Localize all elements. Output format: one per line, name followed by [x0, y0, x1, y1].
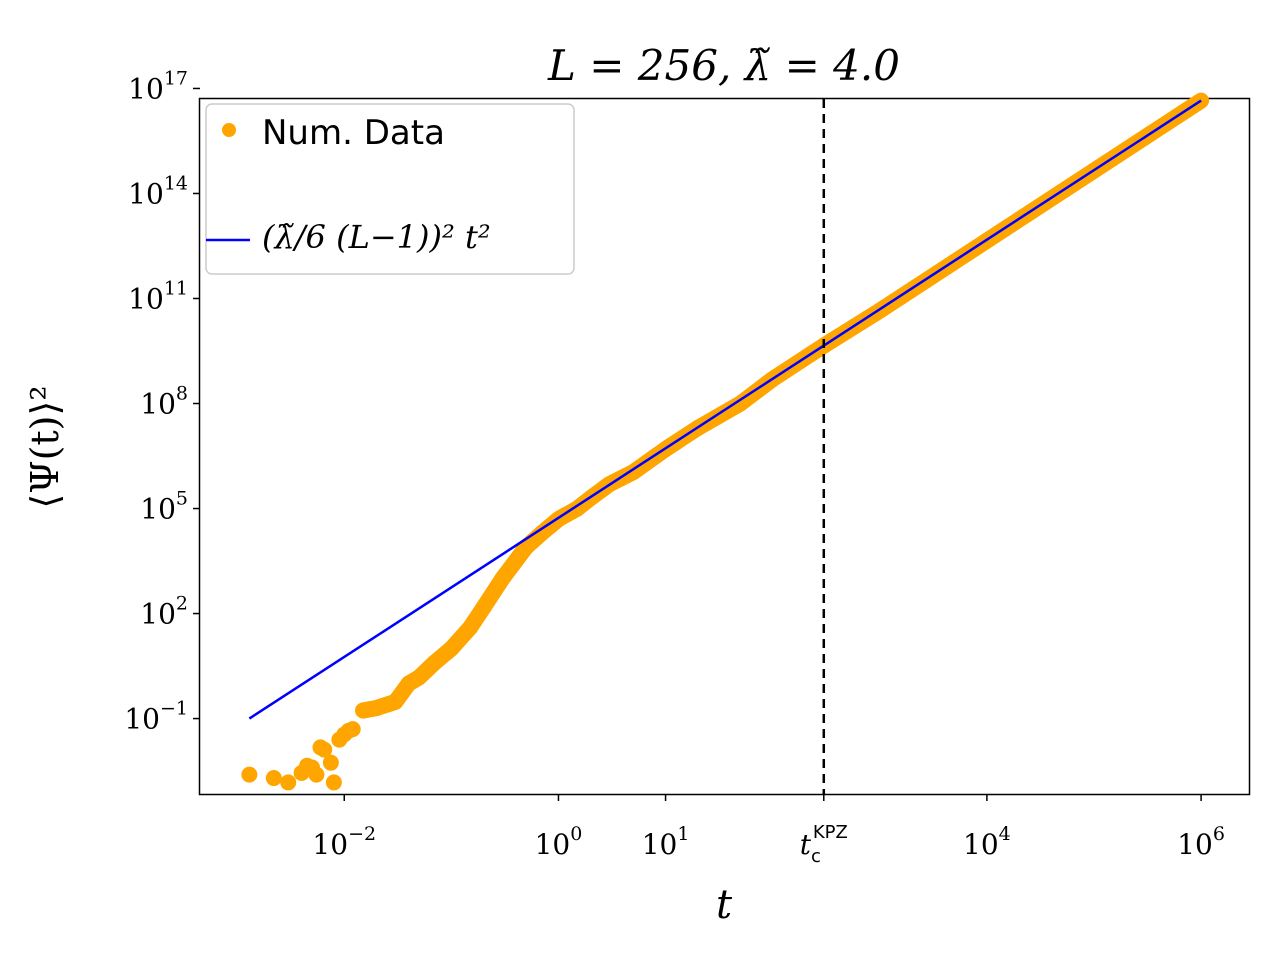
x-tick-label: 104 [963, 823, 1011, 861]
data-point [316, 741, 333, 758]
legend-marker-num-data [222, 123, 236, 137]
legend: Num. Data (λ̃/6 (L−1))² t² [205, 103, 575, 275]
data-point [325, 774, 342, 791]
data-point [344, 721, 361, 738]
data-point [322, 754, 339, 771]
y-tick-label: 105 [140, 488, 188, 526]
x-tick-label: 106 [1177, 823, 1225, 861]
x-tick-label-tc: tcKPZ [800, 822, 848, 867]
plot-marks [241, 92, 1210, 794]
y-tick-label: 108 [140, 383, 188, 421]
data-point [265, 770, 282, 787]
x-axis-ticks: 10−2 100 101 104 106 tcKPZ [312, 794, 1225, 867]
y-axis-label: ⟨Ψ(t)⟩² [23, 385, 67, 508]
x-tick-label: 100 [535, 823, 583, 861]
legend-label-fit-line: (λ̃/6 (L−1))² t² [262, 218, 491, 256]
plot-area-frame [198, 97, 1251, 796]
legend-box [205, 103, 575, 275]
data-point [280, 774, 297, 791]
legend-label-num-data: Num. Data [262, 113, 445, 153]
y-tick-label: 1017 [128, 67, 188, 105]
data-point [304, 759, 321, 776]
y-axis-ticks: 10−1 102 105 108 1011 1014 1017 [124, 67, 200, 736]
y-tick-label: 1011 [128, 277, 188, 315]
x-tick-label: 101 [642, 823, 690, 861]
fit-line [248, 99, 1202, 720]
x-axis-label: t [716, 882, 733, 928]
y-tick-label: 10−1 [124, 698, 188, 736]
y-tick-label: 1014 [128, 172, 188, 210]
data-point [241, 766, 258, 783]
x-tick-label: 10−2 [312, 823, 376, 861]
chart-title: L = 256, λ̃ = 4.0 [547, 41, 900, 90]
y-tick-label: 102 [140, 593, 188, 631]
